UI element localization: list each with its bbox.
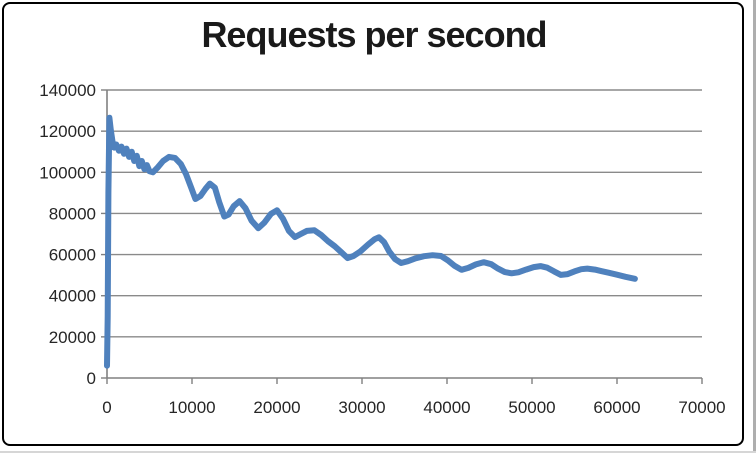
y-tick-label: 40000 bbox=[49, 287, 96, 306]
y-tick-label: 140000 bbox=[39, 81, 96, 100]
y-tick-label: 0 bbox=[87, 369, 96, 388]
axes bbox=[101, 89, 703, 384]
x-tick-label: 50000 bbox=[508, 398, 555, 417]
screenshot-bottom-edge bbox=[0, 451, 756, 453]
y-tick-label: 20000 bbox=[49, 328, 96, 347]
x-tick-label: 0 bbox=[102, 398, 111, 417]
x-tick-label: 60000 bbox=[593, 398, 640, 417]
y-tick-label: 100000 bbox=[39, 163, 96, 182]
series-line bbox=[104, 114, 638, 369]
x-tick-label: 70000 bbox=[678, 398, 725, 417]
y-tick-label: 120000 bbox=[39, 122, 96, 141]
chart-window bbox=[2, 2, 744, 446]
x-axis-tick-labels: 0 10000 20000 30000 40000 50000 60000 70000 bbox=[102, 398, 725, 417]
chart-title: Requests per second bbox=[201, 14, 547, 55]
x-tick-label: 20000 bbox=[253, 398, 300, 417]
screenshot-right-edge bbox=[753, 0, 756, 453]
y-axis-tick-labels: 0 20000 40000 60000 80000 100000 120000 140000 bbox=[39, 81, 96, 388]
data-series-requests-per-second bbox=[104, 114, 638, 369]
y-tick-label: 60000 bbox=[49, 246, 96, 265]
x-tick-label: 40000 bbox=[423, 398, 470, 417]
x-tick-label: 10000 bbox=[168, 398, 215, 417]
x-tick-label: 30000 bbox=[338, 398, 385, 417]
gridlines bbox=[107, 89, 702, 338]
y-tick-label: 80000 bbox=[49, 204, 96, 223]
